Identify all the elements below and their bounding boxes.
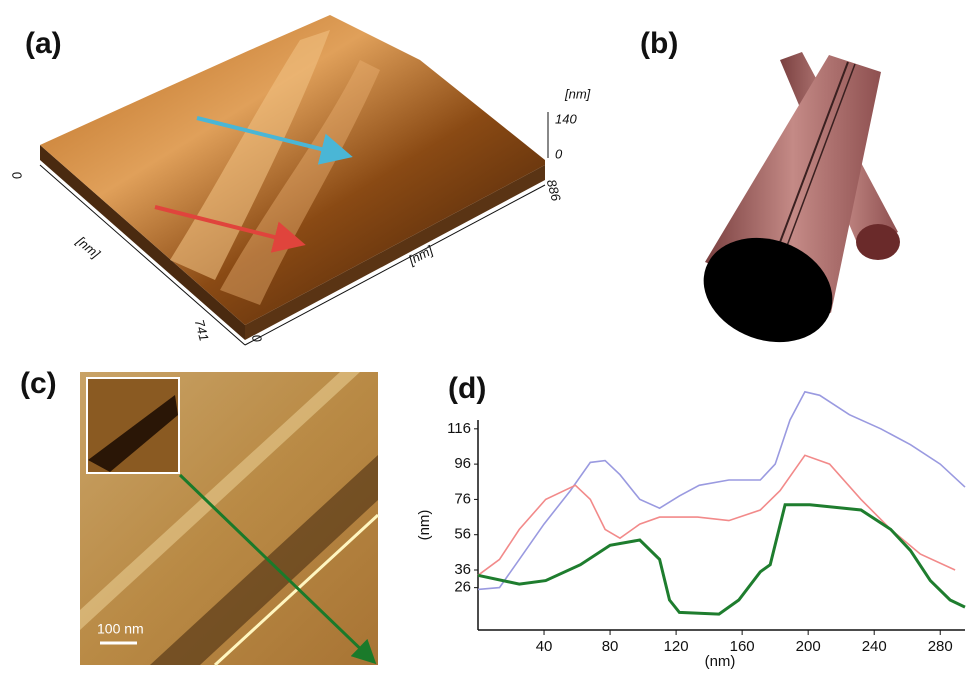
y-tick-label: 96 xyxy=(454,455,471,472)
y-tick-label: 116 xyxy=(447,420,471,437)
x-tick-label: 40 xyxy=(536,638,553,655)
x-tick-label: 200 xyxy=(796,638,821,655)
x-tick-label: 160 xyxy=(730,638,755,655)
y-tick-label: 56 xyxy=(454,526,471,543)
panel-label: (d) xyxy=(448,372,486,405)
y-tick-label: 36 xyxy=(454,561,471,578)
panel-label: (c) xyxy=(20,367,57,400)
figure: (a) [nm] 140 0 886 0 [nm] [nm] 741 0 (b)… xyxy=(0,0,967,673)
panel-label: (a) xyxy=(25,27,62,60)
y-tick-label: 26 xyxy=(454,579,471,596)
line-series xyxy=(478,455,955,575)
y-axis-label: (nm) xyxy=(416,510,433,541)
x-axis-label: (nm) xyxy=(705,653,736,670)
tick-label: 140 xyxy=(555,111,577,126)
panel-label: (b) xyxy=(640,27,678,60)
x-tick-label: 240 xyxy=(862,638,887,655)
x-tick-label: 80 xyxy=(602,638,619,655)
line-series xyxy=(478,505,965,614)
panel-a: (a) [nm] 140 0 886 0 [nm] [nm] 741 0 xyxy=(9,15,591,345)
panel-c: 100 nm (c) xyxy=(20,367,378,665)
y-tick-label: 76 xyxy=(454,490,471,507)
scale-label: 100 nm xyxy=(97,621,144,637)
tick-label: 0 xyxy=(555,146,563,161)
cylinder-end xyxy=(856,224,900,260)
panel-b: (b) xyxy=(640,27,900,360)
x-tick-label: 120 xyxy=(664,638,689,655)
axis-unit: [nm] xyxy=(73,233,103,262)
x-tick-label: 280 xyxy=(928,638,953,655)
tick-label: 0 xyxy=(9,170,26,182)
page: (a) [nm] 140 0 886 0 [nm] [nm] 741 0 (b)… xyxy=(0,0,967,673)
tick-label: 886 xyxy=(544,178,564,204)
line-series xyxy=(478,392,965,590)
tick-label: 741 xyxy=(192,318,212,343)
axis-unit: [nm] xyxy=(564,86,591,101)
